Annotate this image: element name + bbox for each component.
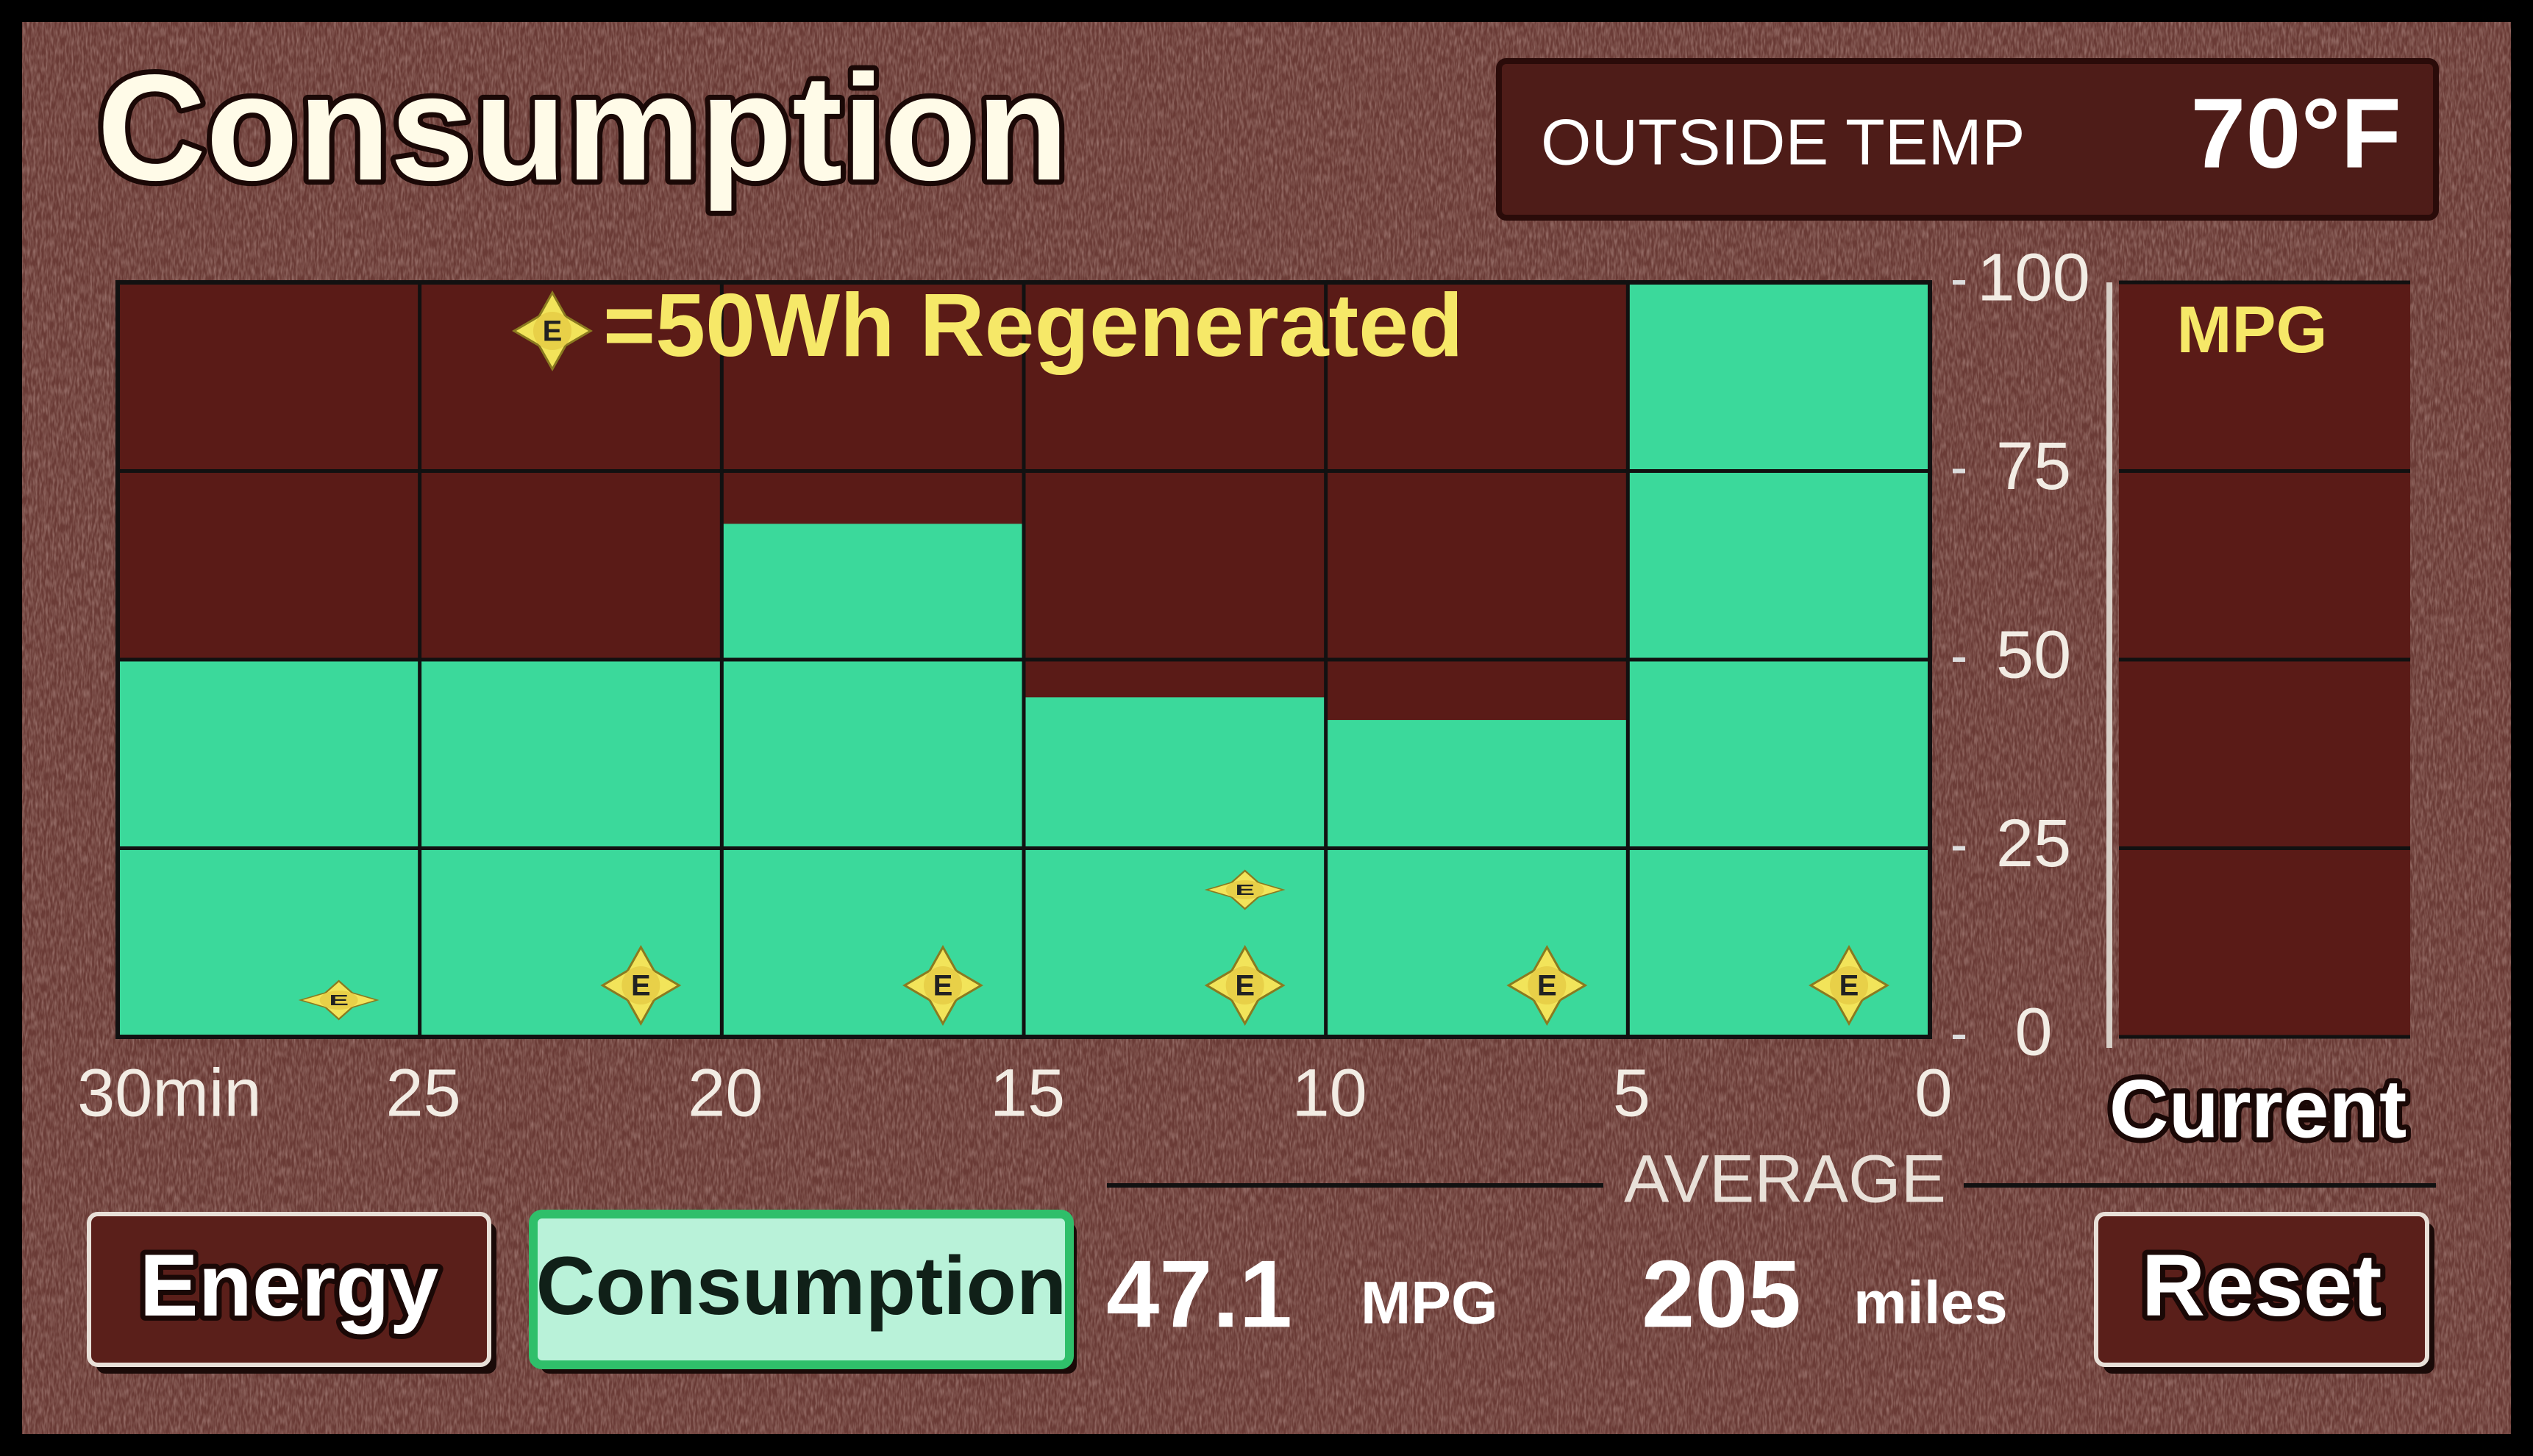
icon-core <box>1528 966 1567 1004</box>
button-face[interactable] <box>529 1210 1074 1369</box>
temp-label: OUTSIDE TEMP <box>1541 105 2025 178</box>
regen-group: E <box>902 944 983 1027</box>
regen-icon: E <box>298 979 380 1021</box>
regen-icon: E <box>512 290 593 372</box>
icon-core <box>1830 966 1868 1004</box>
y-tick-label: 25 <box>1996 806 2071 881</box>
icon-label: E <box>1235 881 1255 898</box>
button-face[interactable] <box>87 1212 491 1367</box>
bar <box>722 524 1024 1037</box>
button-face[interactable] <box>2094 1212 2429 1367</box>
x-tick-label: 0 <box>1914 1055 1952 1130</box>
button[interactable]: Reset <box>2094 1212 2434 1374</box>
regen-group: E <box>298 979 380 1021</box>
regen-legend: =50Wh Regenerated <box>603 275 1464 375</box>
x-tick-label: 10 <box>1292 1055 1367 1130</box>
regen-icon: E <box>1204 944 1286 1027</box>
y-tick-label: 0 <box>2014 994 2052 1069</box>
icon-label: E <box>543 315 563 348</box>
regen-group: E <box>1506 944 1588 1027</box>
average-distance: 205 <box>1642 1240 1801 1347</box>
icon-core <box>1225 966 1264 1004</box>
average-label: AVERAGE <box>1624 1141 1946 1216</box>
icon-label: E <box>631 970 651 1002</box>
icon-core <box>319 991 358 1010</box>
icon-label: E <box>1537 970 1557 1002</box>
y-tick-label: 50 <box>1996 617 2071 692</box>
current-label: Current <box>2109 1063 2406 1155</box>
icon-core <box>533 312 571 350</box>
x-tick-label: 20 <box>688 1055 763 1130</box>
regen-icon: E <box>902 944 983 1027</box>
average-mpg: 47.1 <box>1106 1240 1292 1347</box>
temp-box <box>1496 58 2439 221</box>
distance-unit: miles <box>1853 1270 2008 1337</box>
regen-group: E <box>600 944 682 1027</box>
icon-core <box>1225 880 1264 899</box>
icon-label: E <box>933 970 953 1002</box>
y-tick-label: 75 <box>1996 429 2071 504</box>
icon-core <box>924 966 962 1004</box>
button-label[interactable]: Reset <box>2137 1231 2387 1340</box>
plot-frame <box>115 280 1932 1039</box>
x-tick-label: 5 <box>1613 1055 1650 1130</box>
x-tick-label: 30min <box>77 1055 262 1130</box>
regen-group: E <box>1809 944 1889 1027</box>
button[interactable]: Consumption <box>529 1210 1077 1374</box>
bar <box>1325 720 1628 1037</box>
icon-label: E <box>329 991 349 1008</box>
regen-group: EE <box>1204 869 1286 1027</box>
y-tick-label: 100 <box>1977 240 2090 315</box>
regen-icon: E <box>1204 869 1286 910</box>
temp-value: 70°F <box>2190 78 2401 189</box>
button-label[interactable]: Energy <box>135 1231 444 1340</box>
icon-core <box>621 966 660 1004</box>
title: Consumption <box>97 43 1069 212</box>
regen-icon: E <box>1809 944 1889 1027</box>
button-label[interactable]: Consumption <box>536 1240 1067 1332</box>
x-tick-label: 25 <box>385 1055 460 1130</box>
regen-icon: E <box>1506 944 1588 1027</box>
icon-label: E <box>1839 970 1859 1002</box>
x-tick-label: 15 <box>990 1055 1065 1130</box>
icon-label: E <box>1235 970 1255 1002</box>
button[interactable]: Energy <box>87 1212 496 1374</box>
current-axis-label: MPG <box>2176 293 2327 367</box>
regen-icon: E <box>600 944 682 1027</box>
mpg-unit: MPG <box>1361 1270 1498 1337</box>
